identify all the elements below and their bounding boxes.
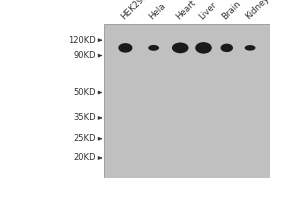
Bar <box>104 24 270 178</box>
Ellipse shape <box>118 43 132 53</box>
Text: 25KD: 25KD <box>73 134 96 143</box>
Text: 90KD: 90KD <box>73 51 96 60</box>
Ellipse shape <box>220 44 233 52</box>
Text: Heart: Heart <box>174 0 197 21</box>
Text: Kidney: Kidney <box>244 0 271 21</box>
Text: 35KD: 35KD <box>73 113 96 122</box>
Ellipse shape <box>195 42 212 54</box>
Ellipse shape <box>172 42 188 53</box>
Ellipse shape <box>148 45 159 51</box>
Text: Brain: Brain <box>220 0 243 21</box>
Text: Liver: Liver <box>197 0 218 21</box>
Text: 120KD: 120KD <box>68 36 96 45</box>
Ellipse shape <box>244 45 256 51</box>
Text: HEK293: HEK293 <box>119 0 149 21</box>
Text: Hela: Hela <box>147 1 167 21</box>
Text: 20KD: 20KD <box>73 153 96 162</box>
Text: 50KD: 50KD <box>73 88 96 97</box>
